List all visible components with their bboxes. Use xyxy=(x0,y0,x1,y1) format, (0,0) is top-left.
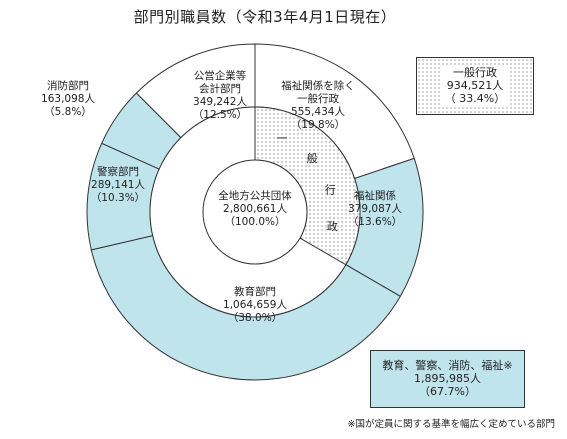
center-label: 全地方公共団体 2,800,661人 （100.0%） xyxy=(200,190,310,229)
slice-label-welfare: 福祉関係 379,087人 （13.6%） xyxy=(330,190,420,229)
education-police-fire-welfare-box: 教育、警察、消防、福祉※ 1,895,985人 （67.7%） xyxy=(370,350,525,408)
slice-name-line: 福祉関係を除く xyxy=(281,80,355,92)
slice-name-line: 消防部門 xyxy=(47,80,89,92)
general-admin-box: 一般行政 934,521人 （ 33.4%） xyxy=(416,57,534,115)
slice-pct: （38.0%） xyxy=(227,312,283,324)
slice-name-line: 教育部門 xyxy=(234,286,276,298)
slice-name-line: 会計部門 xyxy=(199,83,241,95)
slice-label-education: 教育部門 1,064,659人 （38.0%） xyxy=(195,286,315,325)
slice-pct: （5.8%） xyxy=(44,106,92,118)
box-line: （67.7%） xyxy=(419,385,476,398)
inner-ring-char: 政 xyxy=(327,219,338,233)
slice-value: 555,434人 xyxy=(291,106,345,118)
inner-ring-char: 一 xyxy=(276,132,287,145)
slice-name-line: 福祉関係 xyxy=(354,190,396,202)
box-line: 1,895,985人 xyxy=(414,372,481,385)
box-line: 教育、警察、消防、福祉※ xyxy=(382,359,513,372)
inner-ring-char: 行 xyxy=(325,184,336,197)
slice-value: 289,141人 xyxy=(91,179,145,191)
center-name: 全地方公共団体 xyxy=(218,190,292,202)
donut-center xyxy=(202,159,308,265)
slice-value: 349,242人 xyxy=(193,96,247,108)
chart-title: 部門別職員数（令和3年4月1日現在） xyxy=(133,8,397,26)
slice-name-line: 警察部門 xyxy=(97,166,139,178)
slice-value: 163,098人 xyxy=(41,93,95,105)
box-line: 934,521人 xyxy=(446,79,504,92)
box-line: （ 33.4%） xyxy=(444,92,506,105)
slice-label-fire: 消防部門 163,098人 （5.8%） xyxy=(28,80,108,119)
slice-name-line: 一般行政 xyxy=(297,93,339,105)
inner-ring-char: 般 xyxy=(307,152,318,165)
slice-label-general-admin: 福祉関係を除く 一般行政 555,434人 （19.8%） xyxy=(258,80,378,132)
footnote: ※国が定員に関する基準を幅広く定めている部門 xyxy=(347,419,555,430)
center-pct: （100.0%） xyxy=(224,216,286,228)
slice-pct: （12.5%） xyxy=(192,109,248,121)
slice-name-line: 公営企業等 xyxy=(193,70,247,82)
center-value: 2,800,661人 xyxy=(223,203,287,215)
slice-value: 1,064,659人 xyxy=(223,299,287,311)
slice-label-police: 警察部門 289,141人 （10.3%） xyxy=(78,166,158,205)
slice-label-public-enterprise: 公営企業等 会計部門 349,242人 （12.5%） xyxy=(170,70,270,122)
slice-pct: （13.6%） xyxy=(347,216,403,228)
slice-pct: （19.8%） xyxy=(290,119,346,131)
box-line: 一般行政 xyxy=(452,66,497,79)
slice-value: 379,087人 xyxy=(348,203,402,215)
slice-pct: （10.3%） xyxy=(90,192,146,204)
